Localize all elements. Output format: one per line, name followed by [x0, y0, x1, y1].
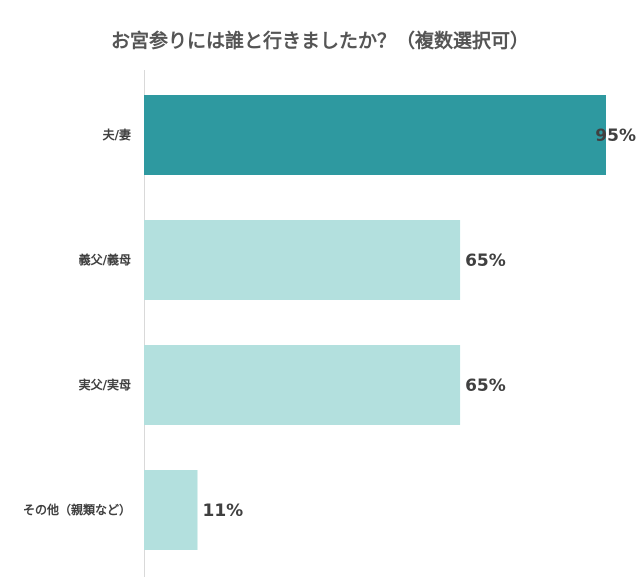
bar-0 — [144, 95, 606, 175]
bars-group: 夫/妻 95% 義父/義母 65% 実父/実母 65% その他（親類など） 11% — [23, 95, 636, 550]
category-label-2: 実父/実母 — [79, 377, 131, 392]
value-label-0: 95% — [595, 126, 636, 146]
bar-1 — [144, 220, 461, 300]
bar-2 — [144, 345, 461, 425]
value-label-2: 65% — [465, 376, 506, 396]
value-label-3: 11% — [202, 501, 243, 521]
category-label-0: 夫/妻 — [102, 127, 131, 142]
category-label-1: 義父/義母 — [79, 252, 131, 267]
bar-3 — [144, 470, 198, 550]
chart-title: お宮参りには誰と行きましたか？（複数選択可） — [111, 29, 529, 52]
value-label-1: 65% — [465, 251, 506, 271]
category-label-3: その他（親類など） — [23, 502, 131, 517]
